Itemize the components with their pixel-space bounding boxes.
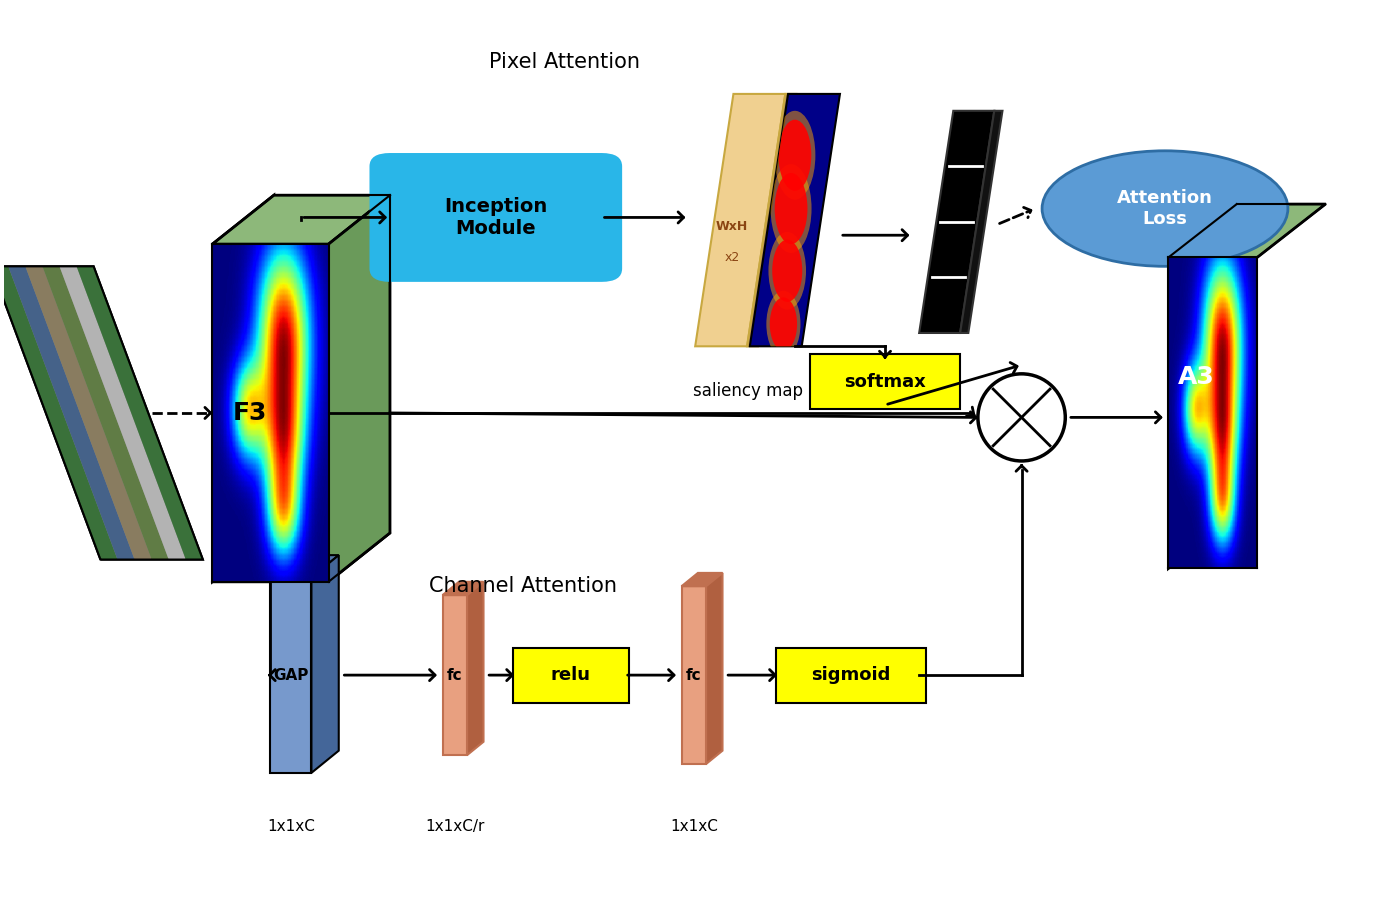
Ellipse shape xyxy=(775,173,808,244)
Ellipse shape xyxy=(1041,151,1287,266)
Polygon shape xyxy=(442,582,484,595)
Polygon shape xyxy=(8,266,135,560)
Text: WxH: WxH xyxy=(716,220,749,233)
Ellipse shape xyxy=(767,291,801,357)
Text: x2: x2 xyxy=(724,251,739,264)
Ellipse shape xyxy=(772,239,802,302)
Ellipse shape xyxy=(771,164,812,253)
Text: Channel Attention: Channel Attention xyxy=(429,576,617,597)
Polygon shape xyxy=(750,94,840,346)
Polygon shape xyxy=(312,555,339,773)
Polygon shape xyxy=(0,266,203,560)
Ellipse shape xyxy=(769,298,797,351)
Text: fc: fc xyxy=(686,667,702,683)
Polygon shape xyxy=(77,266,203,560)
FancyBboxPatch shape xyxy=(776,648,926,702)
Text: Pixel Attention: Pixel Attention xyxy=(489,52,639,72)
FancyBboxPatch shape xyxy=(809,354,960,409)
Text: 1x1xC/r: 1x1xC/r xyxy=(425,819,485,833)
Text: saliency map: saliency map xyxy=(694,382,804,400)
Polygon shape xyxy=(1168,257,1257,569)
Text: 1x1xC: 1x1xC xyxy=(267,819,315,833)
Text: fc: fc xyxy=(447,667,463,683)
Polygon shape xyxy=(213,196,390,244)
Polygon shape xyxy=(1168,205,1237,569)
Text: A3: A3 xyxy=(1178,365,1215,389)
Polygon shape xyxy=(750,94,840,346)
Polygon shape xyxy=(467,582,484,755)
Polygon shape xyxy=(1168,205,1326,257)
Text: softmax: softmax xyxy=(844,373,926,391)
Text: Attention
Loss: Attention Loss xyxy=(1117,189,1213,228)
Text: GAP: GAP xyxy=(273,667,309,683)
Polygon shape xyxy=(213,196,273,582)
Polygon shape xyxy=(919,111,995,333)
Polygon shape xyxy=(682,587,706,764)
Text: relu: relu xyxy=(551,666,591,684)
Polygon shape xyxy=(442,595,467,755)
Text: F3: F3 xyxy=(232,401,267,425)
Polygon shape xyxy=(213,533,390,582)
Polygon shape xyxy=(960,111,1003,333)
Ellipse shape xyxy=(768,232,807,309)
Text: 1x1xC: 1x1xC xyxy=(671,819,717,833)
Ellipse shape xyxy=(978,374,1065,461)
Polygon shape xyxy=(271,578,312,773)
Polygon shape xyxy=(43,266,169,560)
Polygon shape xyxy=(59,266,185,560)
Polygon shape xyxy=(695,94,786,346)
Polygon shape xyxy=(271,555,339,578)
Polygon shape xyxy=(328,196,390,582)
FancyBboxPatch shape xyxy=(370,153,622,282)
Polygon shape xyxy=(706,573,723,764)
Polygon shape xyxy=(747,94,797,346)
FancyBboxPatch shape xyxy=(513,648,629,702)
Polygon shape xyxy=(213,244,328,582)
Text: Inception
Module: Inception Module xyxy=(444,197,547,238)
Ellipse shape xyxy=(779,119,811,191)
Text: sigmoid: sigmoid xyxy=(811,666,890,684)
Polygon shape xyxy=(0,266,118,560)
Polygon shape xyxy=(682,573,723,587)
Ellipse shape xyxy=(775,111,815,200)
Polygon shape xyxy=(25,266,151,560)
